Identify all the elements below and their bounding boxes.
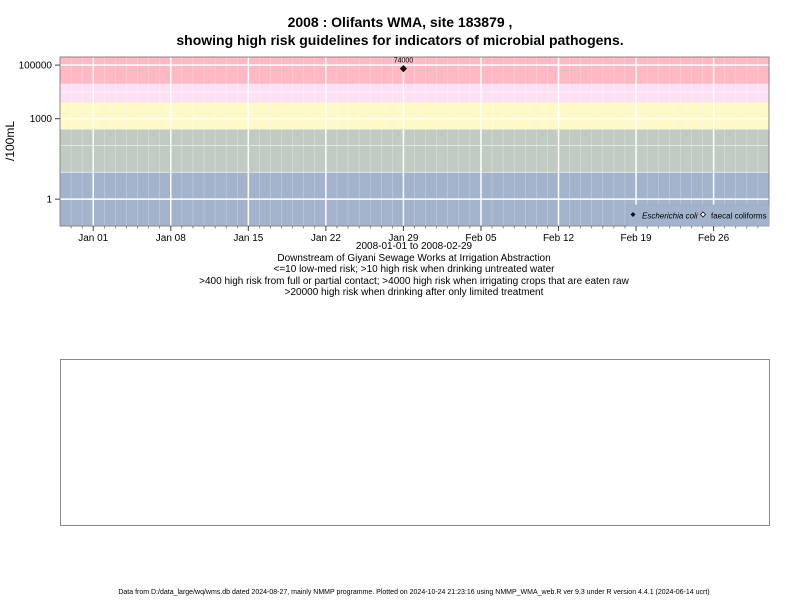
x-tick-label-5: Feb 05	[465, 233, 497, 244]
data-point-0-0	[399, 64, 408, 73]
legend-box	[626, 204, 770, 227]
legend: Escherichia coli faecal coliforms	[626, 204, 770, 227]
risk-band-3	[60, 83, 769, 103]
x-tick-label-3: Jan 22	[311, 233, 341, 244]
caption-guideline-3: >20000 high risk when drinking after onl…	[284, 287, 544, 298]
risk-band-2	[60, 102, 769, 130]
legend-label-e-coli: Escherichia coli	[642, 212, 698, 221]
x-tick-label-8: Feb 26	[698, 233, 730, 244]
x-tick-label-4: Jan 29	[388, 233, 418, 244]
data-points: 74000	[394, 58, 414, 73]
caption-guideline-2: >400 high risk from full or partial cont…	[199, 276, 629, 287]
chart-title-line2: showing high risk guidelines for indicat…	[176, 32, 624, 48]
y-tick-label-2: 100000	[19, 61, 53, 72]
legend-label-faecal-coliforms: faecal coliforms	[711, 212, 767, 221]
y-axis: 1 1000 100000	[19, 61, 60, 206]
data-label-0-0: 74000	[394, 58, 414, 65]
x-tick-label-6: Feb 12	[543, 233, 575, 244]
risk-band-1	[60, 129, 769, 173]
x-tick-label-2: Jan 15	[233, 233, 263, 244]
caption-date-range: 2008-01-01 to 2008-02-29	[355, 241, 473, 252]
x-tick-label-1: Jan 08	[156, 233, 186, 244]
empty-secondary-panel	[60, 359, 770, 526]
y-tick-label-1: 1000	[30, 114, 53, 125]
y-axis-label: /100mL	[3, 121, 17, 161]
legend-marker-faecal-coliforms	[699, 211, 707, 218]
x-tick-label-0: Jan 01	[78, 233, 108, 244]
footer-note: Data from D:/data_large/wq/wms.db dated …	[118, 589, 710, 596]
caption-guideline-1: <=10 low-med risk; >10 high risk when dr…	[273, 264, 555, 275]
legend-marker-e-coli	[630, 212, 636, 217]
x-axis: Jan 01 Jan 08 Jan 15 Jan 22 Jan 29 Feb 05 Feb …	[70, 226, 759, 244]
risk-band-4	[60, 57, 769, 84]
y-tick-label-0: 1	[46, 195, 52, 206]
caption-site-description: Downstream of Giyani Sewage Works at Irr…	[277, 253, 551, 264]
x-tick-label-7: Feb 19	[620, 233, 652, 244]
chart-title-line1: 2008 : Olifants WMA, site 183879 ,	[287, 14, 513, 30]
grid-lines	[60, 57, 769, 226]
risk-bands	[60, 57, 769, 226]
